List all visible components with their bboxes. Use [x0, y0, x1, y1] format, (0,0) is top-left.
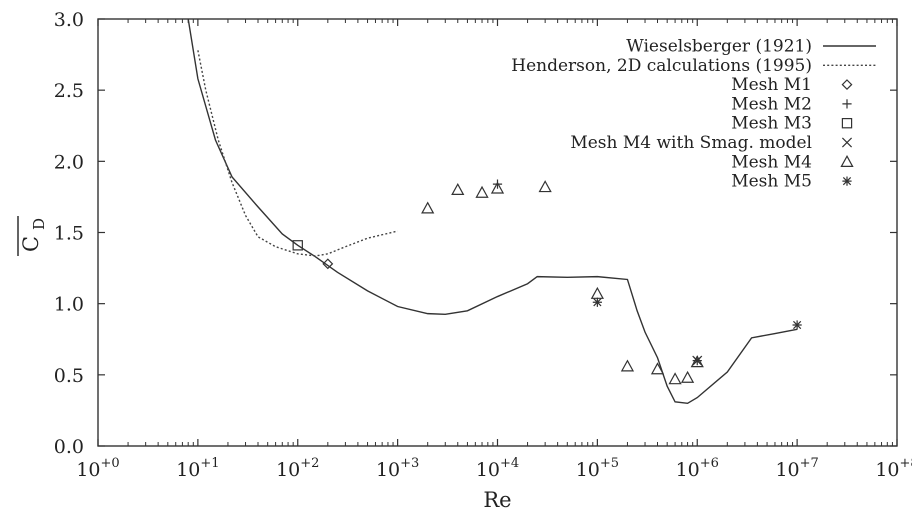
- x-tick-base: 10: [875, 459, 899, 481]
- series-mesh-m5: [592, 297, 802, 366]
- y-axis-label: C: [19, 236, 43, 252]
- x-tick-base: 10: [176, 459, 200, 481]
- legend-label-mesh-m5: Mesh M5: [731, 172, 812, 192]
- x-tick-exponent: +8: [900, 456, 912, 471]
- legend-marker-mesh-m4: [840, 154, 854, 167]
- series-mesh-m1: [322, 258, 334, 270]
- series-mesh-m3: [292, 240, 303, 251]
- y-tick-label: 3.0: [54, 9, 84, 31]
- data-point-mesh-m5: [592, 297, 602, 307]
- axis-ticks: 10+010+110+210+310+410+510+610+710+80.00…: [54, 9, 912, 481]
- data-point-mesh-m1: [322, 258, 334, 270]
- x-tick-label: 10+2: [276, 456, 319, 481]
- data-point-mesh-m5: [692, 356, 702, 366]
- y-tick-label: 1.0: [54, 294, 84, 316]
- data-point-mesh-m3: [292, 240, 303, 251]
- x-tick-exponent: +3: [400, 456, 419, 471]
- data-point-mesh-m4: [680, 370, 695, 383]
- legend-marker-mesh-m2: [842, 99, 852, 109]
- x-tick-label: 10+8: [875, 456, 912, 481]
- x-tick-base: 10: [476, 459, 500, 481]
- legend: Wieselsberger (1921)Henderson, 2D calcul…: [511, 37, 876, 192]
- x-tick-label: 10+4: [476, 456, 519, 481]
- x-tick-exponent: +0: [101, 456, 120, 471]
- legend-label-mesh-m1: Mesh M1: [731, 75, 812, 95]
- x-tick-base: 10: [76, 459, 100, 481]
- data-point-mesh-m4: [650, 362, 665, 375]
- legend-marker-mesh-m3: [841, 117, 853, 129]
- data-point-mesh-m5: [792, 320, 802, 330]
- data-point-mesh-m4: [668, 372, 682, 385]
- data-point-mesh-m4: [490, 181, 505, 194]
- legend-label-mesh-m4: Mesh M4: [731, 152, 812, 172]
- x-tick-exponent: +7: [800, 456, 819, 471]
- series-mesh-m4: [421, 180, 704, 385]
- x-axis-title: Re: [483, 488, 511, 512]
- x-tick-exponent: +2: [300, 456, 319, 471]
- x-tick-base: 10: [376, 459, 400, 481]
- legend-swatch-mesh-m4-with-smag-model: [841, 137, 853, 148]
- x-tick-exponent: +6: [700, 456, 719, 471]
- x-tick-base: 10: [276, 459, 300, 481]
- series-henderson-2d-calculations-1995: [197, 50, 398, 257]
- legend-marker-mesh-m1: [841, 79, 853, 91]
- legend-label-wieselsberger-1921: Wieselsberger (1921): [626, 37, 812, 57]
- x-tick-base: 10: [676, 459, 700, 481]
- x-tick-label: 10+7: [775, 456, 818, 481]
- data-point-mesh-m2: [492, 179, 503, 189]
- data-point-mesh-m4: [590, 286, 604, 299]
- y-tick-label: 0.0: [54, 436, 84, 458]
- y-tick-label: 2.5: [54, 80, 84, 102]
- x-tick-exponent: +5: [600, 456, 619, 471]
- legend-marker-mesh-m4-with-smag-model: [841, 137, 853, 148]
- data-point-mesh-m4: [690, 355, 704, 368]
- x-tick-exponent: +1: [200, 456, 219, 471]
- x-tick-label: 10+0: [76, 456, 119, 481]
- series-mesh-m2: [492, 179, 503, 189]
- legend-label-mesh-m2: Mesh M2: [731, 94, 812, 114]
- legend-swatch-mesh-m4: [840, 154, 854, 167]
- series-wieselsberger-1921: [187, 19, 798, 405]
- legend-marker-mesh-m5: [842, 176, 852, 186]
- x-tick-base: 10: [576, 459, 600, 481]
- series-line-wieselsberger-1921: [187, 19, 798, 405]
- x-tick-label: 10+3: [376, 456, 419, 481]
- plot-marks: [187, 19, 802, 405]
- x-tick-base: 10: [775, 459, 799, 481]
- data-point-mesh-m4: [475, 185, 489, 198]
- data-point-mesh-m4: [451, 182, 465, 195]
- legend-label-mesh-m4-with-smag-model: Mesh M4 with Smag. model: [570, 133, 812, 153]
- y-tick-label: 2.0: [54, 151, 84, 173]
- legend-swatch-mesh-m2: [842, 99, 852, 109]
- legend-swatch-mesh-m3: [841, 117, 853, 129]
- data-point-mesh-m4: [421, 201, 435, 214]
- legend-label-mesh-m3: Mesh M3: [731, 114, 812, 134]
- series-line-henderson-2d-calculations-1995: [197, 50, 398, 257]
- data-point-mesh-m4: [620, 359, 635, 372]
- x-tick-exponent: +4: [500, 456, 519, 471]
- legend-label-henderson-2d-calculations-1995: Henderson, 2D calculations (1995): [511, 56, 812, 76]
- x-tick-label: 10+6: [676, 456, 719, 481]
- y-axis-label-subscript: D: [30, 218, 48, 230]
- x-tick-label: 10+5: [576, 456, 619, 481]
- legend-swatch-mesh-m1: [841, 79, 853, 91]
- y-axis-title: C D: [17, 216, 48, 256]
- y-tick-label: 0.5: [54, 365, 84, 387]
- y-tick-label: 1.5: [54, 223, 84, 245]
- data-point-mesh-m4: [538, 180, 552, 193]
- x-tick-label: 10+1: [176, 456, 219, 481]
- legend-swatch-mesh-m5: [842, 176, 852, 186]
